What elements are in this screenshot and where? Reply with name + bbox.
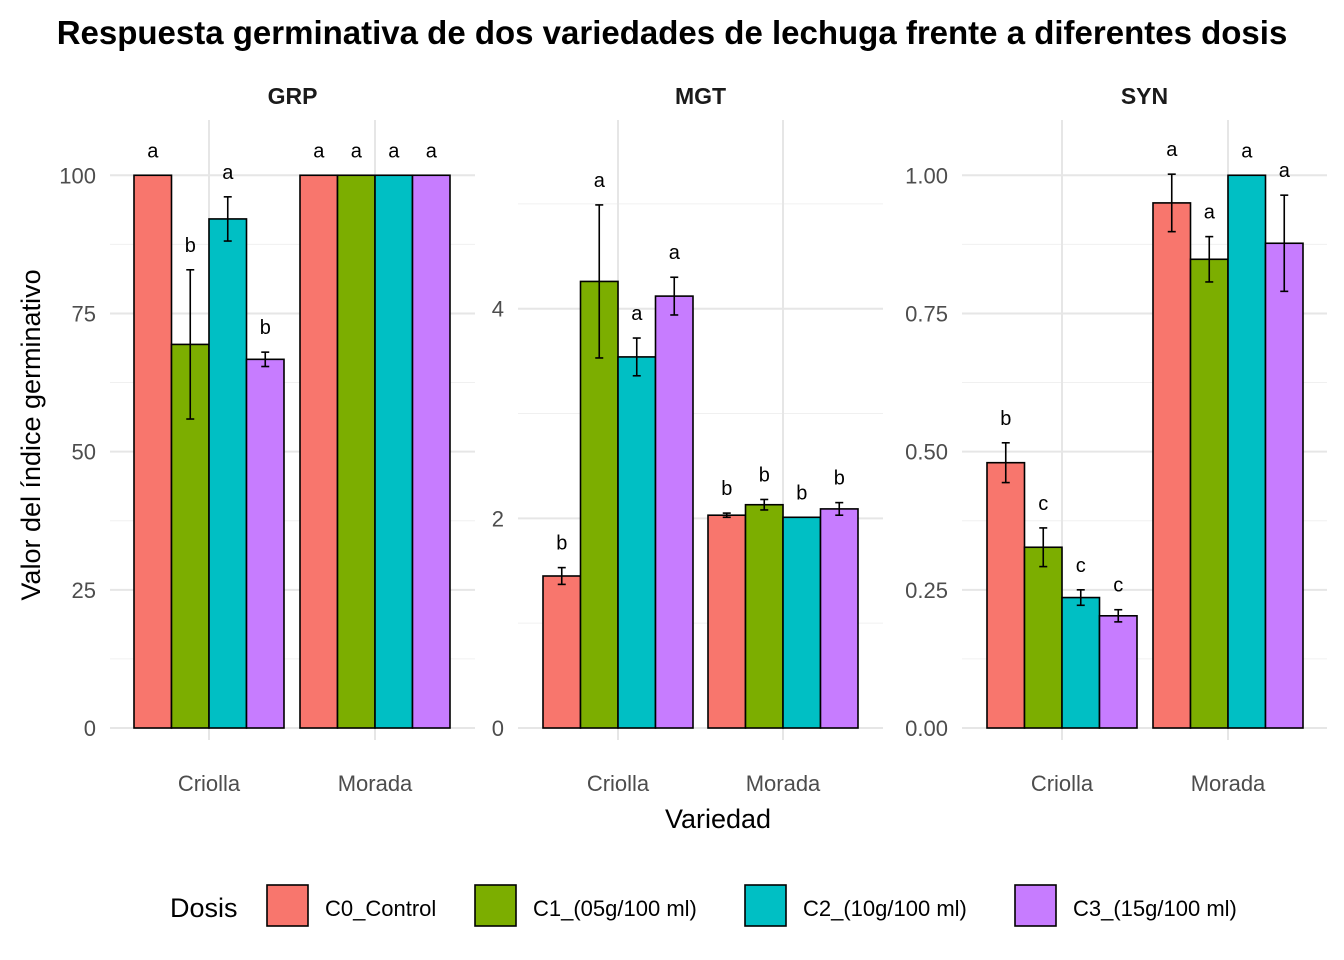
y-tick-label: 0.00 <box>905 716 948 741</box>
significance-letter: b <box>759 464 770 486</box>
legend-label: C2_(10g/100 ml) <box>803 896 967 921</box>
y-axis-title: Valor del índice germinativo <box>16 269 46 600</box>
legend: Dosis C0_Control C1_(05g/100 ml) C2_(10g/1… <box>170 884 1237 927</box>
legend-key <box>266 884 309 927</box>
significance-letter: b <box>721 478 732 500</box>
x-tick-label: Criolla <box>178 771 241 796</box>
significance-letter: a <box>426 140 438 162</box>
bar <box>1227 174 1267 729</box>
legend-title: Dosis <box>170 893 238 923</box>
bar <box>986 461 1026 729</box>
facet-panels: 0 25 50 75 100 Criolla Morada GRP a b a b a a a a 0 2 4 Cri… <box>59 83 1327 796</box>
bar <box>1023 546 1063 729</box>
y-tick-label: 50 <box>72 440 96 465</box>
significance-letter: b <box>260 317 271 339</box>
facet-grp: 0 25 50 75 100 Criolla Morada GRP a b a b a a a a <box>59 83 475 796</box>
y-tick-label: 75 <box>72 301 96 326</box>
bar <box>707 514 747 729</box>
facet-mgt: 0 2 4 Criolla Morada MGT b a a a b b b b <box>492 83 883 796</box>
significance-letter: a <box>1241 140 1253 162</box>
significance-letter: a <box>222 162 234 184</box>
y-tick-label: 0 <box>492 716 504 741</box>
bar <box>208 218 248 729</box>
bar <box>617 356 657 729</box>
bar <box>542 575 582 729</box>
significance-letter: b <box>834 468 845 490</box>
significance-letter: a <box>1166 139 1178 161</box>
significance-letter: b <box>1000 408 1011 430</box>
x-tick-label: Morada <box>338 771 413 796</box>
bar <box>1098 614 1138 729</box>
chart-title: Respuesta germinativa de dos variedades … <box>57 14 1288 51</box>
y-tick-label: 0 <box>84 716 96 741</box>
y-tick-label: 4 <box>492 297 504 322</box>
legend-label: C3_(15g/100 ml) <box>1073 896 1237 921</box>
x-tick-label: Criolla <box>1031 771 1094 796</box>
bar <box>374 174 414 729</box>
facet-strip-label: SYN <box>1121 83 1168 109</box>
x-tick-label: Morada <box>746 771 821 796</box>
legend-label: C0_Control <box>325 896 436 921</box>
significance-letter: a <box>388 140 400 162</box>
significance-letter: a <box>1279 160 1291 182</box>
facet-syn: 0.00 0.25 0.50 0.75 1.00 Criolla Morada SYN b c c c… <box>905 83 1327 796</box>
significance-letter: a <box>594 170 606 192</box>
significance-letter: c <box>1076 555 1086 577</box>
bar <box>299 174 339 729</box>
y-tick-label: 25 <box>72 578 96 603</box>
facet-strip-label: GRP <box>268 83 318 109</box>
bar <box>1061 596 1101 729</box>
x-tick-label: Criolla <box>587 771 650 796</box>
legend-label: C1_(05g/100 ml) <box>533 896 697 921</box>
bar <box>654 295 694 729</box>
significance-letter: a <box>313 140 325 162</box>
significance-letter: a <box>351 140 363 162</box>
bar <box>819 508 859 729</box>
bar <box>1264 242 1304 729</box>
significance-letter: b <box>796 482 807 504</box>
x-axis-title: Variedad <box>665 804 771 834</box>
legend-key <box>744 884 787 927</box>
y-tick-label: 0.25 <box>905 578 948 603</box>
y-tick-label: 1.00 <box>905 163 948 188</box>
legend-key <box>474 884 517 927</box>
y-tick-label: 2 <box>492 506 504 531</box>
bar <box>1189 258 1229 729</box>
significance-letter: b <box>556 533 567 555</box>
significance-letter: c <box>1113 575 1123 597</box>
significance-letter: b <box>185 235 196 257</box>
y-tick-label: 100 <box>59 163 96 188</box>
bar <box>411 174 451 729</box>
bar <box>782 516 822 729</box>
bar <box>744 503 784 729</box>
bar <box>245 358 285 729</box>
y-tick-label: 0.50 <box>905 440 948 465</box>
bar <box>133 174 173 729</box>
y-tick-label: 0.75 <box>905 301 948 326</box>
bar <box>336 174 376 729</box>
bar <box>1152 202 1192 729</box>
significance-letter: c <box>1038 493 1048 515</box>
facet-strip-label: MGT <box>675 83 726 109</box>
significance-letter: a <box>669 242 681 264</box>
significance-letter: a <box>1204 202 1216 224</box>
significance-letter: a <box>631 303 643 325</box>
x-tick-label: Morada <box>1191 771 1266 796</box>
legend-key <box>1014 884 1057 927</box>
significance-letter: a <box>147 140 159 162</box>
